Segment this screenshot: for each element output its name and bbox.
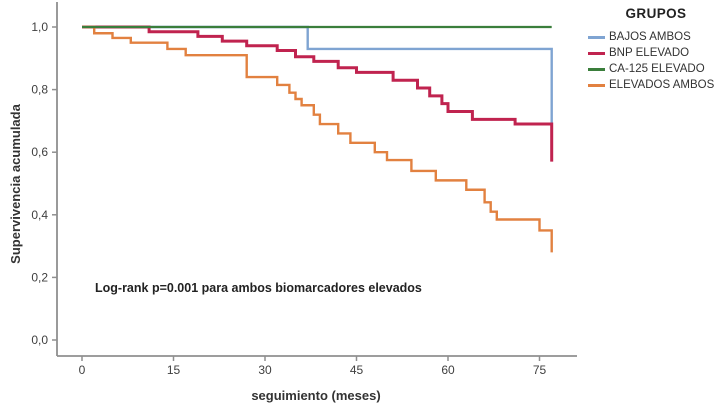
legend-item-bajos-ambos: BAJOS AMBOS [588,31,724,43]
legend-item-label: CA-125 ELEVADO [609,63,705,75]
x-tick-label: 60 [441,363,455,377]
series-line-bnp-elevado [82,25,554,162]
legend-swatch-icon [588,51,605,55]
legend-swatch-icon [588,83,605,87]
y-axis-title: Supervivencia acumulada [8,104,23,264]
x-tick-label: 75 [533,363,547,377]
y-tick-label: 0,4 [31,208,48,222]
legend-item-elevados-ambos: ELEVADOS AMBOS [588,79,724,91]
legend-title: GRUPOS [625,6,687,21]
legend-item-label: BNP ELEVADO [609,47,690,59]
y-tick-label: 0,0 [31,333,48,347]
x-tick-label: 45 [350,363,364,377]
x-tick-label: 15 [167,363,181,377]
y-tick-label: 0,2 [31,270,48,284]
logrank-annotation: Log-rank p=0.001 para ambos biomarcadore… [95,281,422,295]
y-tick-label: 0,6 [31,145,48,159]
legend-items: BAJOS AMBOS BNP ELEVADO CA-125 ELEVADO ELEV… [588,31,724,91]
x-tick-label: 30 [258,363,272,377]
legend-swatch-icon [588,67,605,71]
series-line-elevados-ambos [82,25,553,253]
y-tick-label: 0,8 [31,83,48,97]
legend-item-label: BAJOS AMBOS [609,31,691,43]
legend-item-ca-125-elevado: CA-125 ELEVADO [588,63,724,75]
legend-swatch-icon [588,35,605,39]
x-tick-label: 0 [79,363,86,377]
legend: GRUPOS BAJOS AMBOS BNP ELEVADO CA-125 ELEV… [588,6,724,95]
x-axis-title: seguimiento (meses) [251,388,381,403]
legend-item-label: ELEVADOS AMBOS [609,79,715,91]
legend-item-bnp-elevado: BNP ELEVADO [588,47,724,59]
y-tick-label: 1,0 [31,20,48,34]
